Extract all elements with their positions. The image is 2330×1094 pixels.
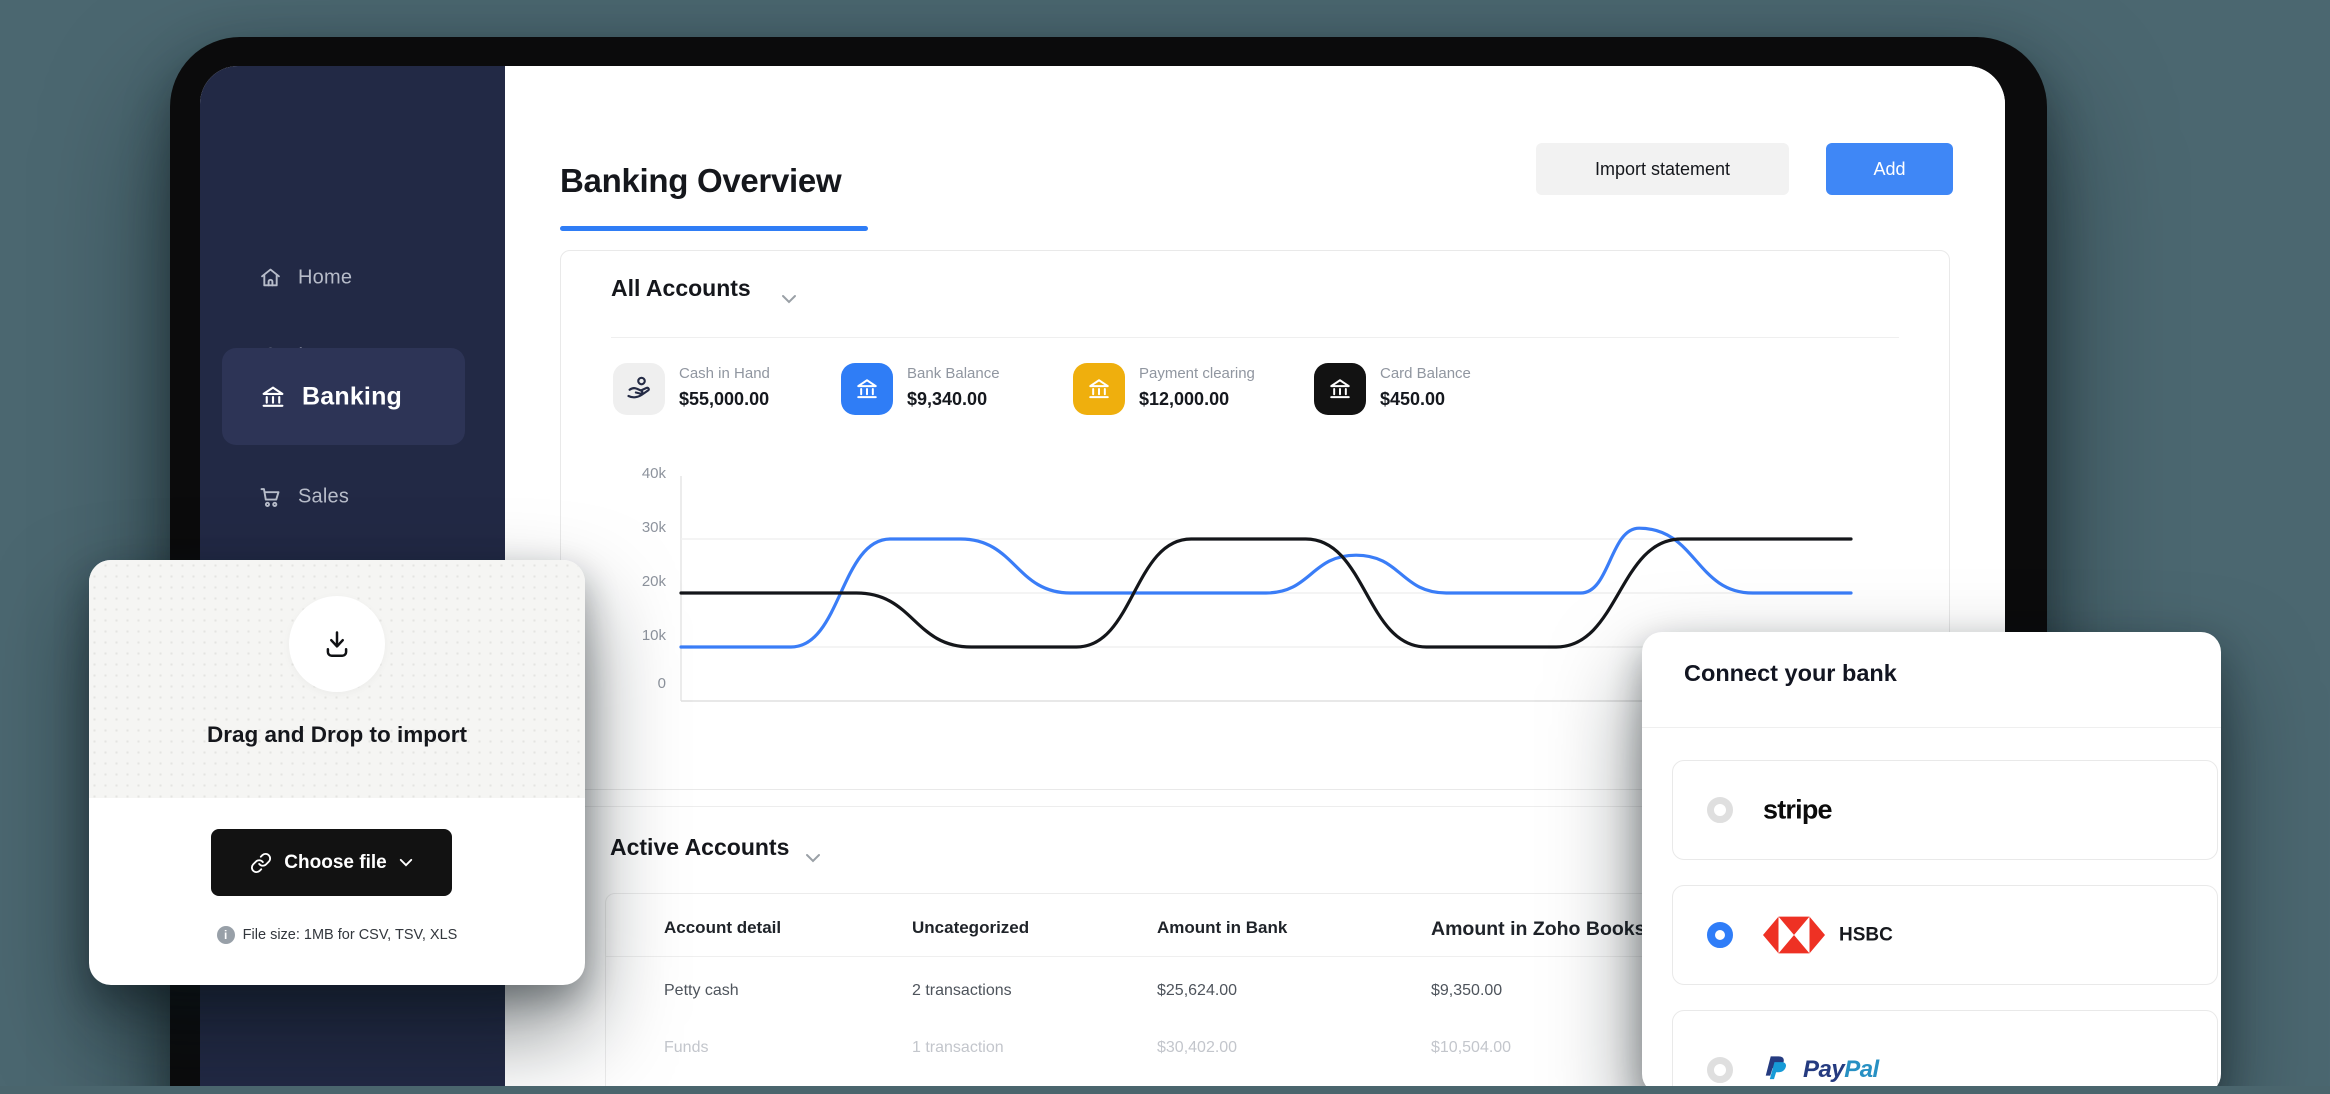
divider	[560, 806, 1950, 807]
stat-label: Card Balance	[1380, 365, 1471, 382]
file-size-text: File size: 1MB for CSV, TSV, XLS	[242, 927, 458, 943]
page-title: Banking Overview	[560, 162, 842, 200]
column-header: Amount in Zoho Books	[1431, 918, 1646, 940]
add-button[interactable]: Add	[1826, 143, 1953, 195]
sidebar-item-banking[interactable]: Banking	[222, 348, 465, 445]
stripe-logo: stripe	[1763, 794, 1833, 825]
download-icon	[289, 596, 385, 692]
y-axis-tick: 0	[657, 675, 666, 692]
title-underline	[560, 226, 868, 231]
bank-option-stripe[interactable]: stripe	[1672, 760, 2218, 860]
cell-uncategorized: 2 transactions	[912, 982, 1012, 999]
active-accounts-table: Account detail Uncategorized Amount in B…	[605, 893, 1990, 1094]
y-axis-tick: 10k	[641, 627, 666, 644]
paypal-wordmark: PayPal	[1803, 1056, 1879, 1083]
import-statement-button[interactable]: Import statement	[1536, 143, 1789, 195]
sidebar-item-sales[interactable]: Sales	[200, 469, 505, 525]
drag-drop-title: Drag and Drop to import	[207, 722, 467, 747]
file-size-note: i File size: 1MB for CSV, TSV, XLS	[89, 926, 585, 944]
active-accounts-dropdown[interactable]: Active Accounts	[610, 834, 790, 860]
info-icon: i	[216, 926, 235, 944]
bank-option-paypal[interactable]: PayPal	[1672, 1010, 2218, 1094]
stat-value: $450.00	[1380, 389, 1446, 409]
stat-label: Cash in Hand	[679, 365, 770, 382]
connect-bank-card: Connect your bank stripe HSBC	[1642, 632, 2221, 1094]
sidebar-item-label: Home	[298, 266, 353, 289]
radio-unselected[interactable]	[1707, 1057, 1733, 1083]
cell-account: Petty cash	[664, 982, 739, 999]
choose-file-label: Choose file	[284, 851, 387, 873]
divider	[611, 337, 1899, 338]
sidebar-item-label: Sales	[298, 485, 350, 508]
sidebar-item-label: Banking	[302, 382, 403, 410]
y-axis-tick: 30k	[641, 519, 666, 536]
cart-icon	[257, 484, 284, 511]
divider	[606, 956, 1989, 957]
home-icon	[257, 265, 284, 292]
chart-series-blue-line	[679, 526, 1853, 649]
cell-uncategorized: 1 transaction	[912, 1039, 1004, 1056]
radio-selected[interactable]	[1707, 922, 1733, 948]
cell-amount-bank: $25,624.00	[1157, 982, 1238, 999]
bank-icon	[1314, 363, 1366, 415]
bank-icon	[1073, 363, 1125, 415]
hsbc-label: HSBC	[1839, 924, 1893, 945]
column-header: Uncategorized	[912, 918, 1030, 937]
y-axis-tick: 40k	[641, 465, 666, 482]
stat-label: Payment clearing	[1139, 365, 1255, 382]
divider	[1642, 727, 2221, 728]
hsbc-logo	[1763, 916, 1825, 954]
cell-account: Funds	[664, 1039, 709, 1056]
all-accounts-dropdown[interactable]: All Accounts	[611, 275, 751, 301]
chevron-down-icon[interactable]	[805, 850, 821, 863]
stat-value: $12,000.00	[1139, 389, 1230, 409]
drag-drop-zone[interactable]: Drag and Drop to import	[89, 560, 585, 798]
bank-icon	[841, 363, 893, 415]
link-icon	[250, 852, 272, 874]
chart-series-black-line	[679, 537, 1853, 649]
sidebar-item-home[interactable]: Home	[200, 250, 505, 306]
y-axis-tick: 20k	[641, 573, 666, 590]
import-card: Drag and Drop to import Choose file i Fi…	[89, 560, 585, 985]
bank-option-hsbc[interactable]: HSBC	[1672, 885, 2218, 985]
choose-file-button[interactable]: Choose file	[211, 829, 452, 896]
cell-amount-bank: $30,402.00	[1157, 1039, 1238, 1056]
hand-coin-icon	[613, 363, 665, 415]
balance-trend-chart	[679, 476, 1853, 702]
chevron-down-icon	[399, 858, 413, 867]
connect-bank-title: Connect your bank	[1684, 660, 1897, 686]
stat-value: $9,340.00	[907, 389, 988, 409]
cell-amount-zoho: $10,504.00	[1431, 1039, 1512, 1056]
radio-unselected[interactable]	[1707, 797, 1733, 823]
bottom-strip	[0, 1086, 2330, 1094]
stat-label: Bank Balance	[907, 365, 1000, 382]
cell-amount-zoho: $9,350.00	[1431, 982, 1503, 999]
column-header: Amount in Bank	[1157, 918, 1288, 937]
stat-value: $55,000.00	[679, 389, 770, 409]
paypal-logo	[1763, 1053, 1793, 1087]
chevron-down-icon[interactable]	[781, 291, 797, 304]
bank-icon	[258, 382, 288, 412]
column-header: Account detail	[664, 918, 782, 937]
